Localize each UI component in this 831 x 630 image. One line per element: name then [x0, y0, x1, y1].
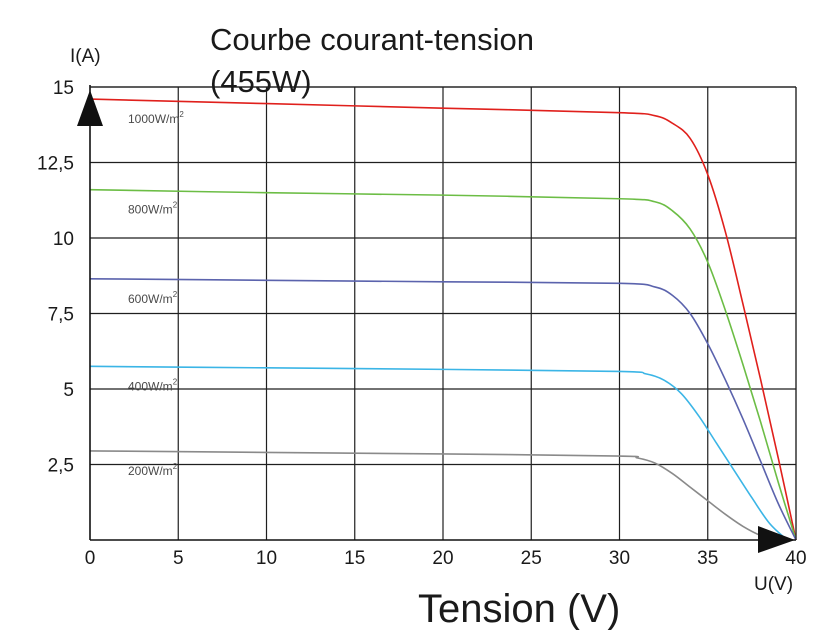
x-axis-label: Tension (V)	[418, 587, 620, 630]
curve-label-5: 200W/m2	[128, 462, 178, 478]
y-tick-label: 10	[53, 229, 74, 250]
y-tick-label: 5	[63, 380, 74, 401]
x-tick-label: 5	[173, 548, 184, 569]
x-tick-label: 20	[432, 548, 453, 569]
y-tick-label: 15	[53, 78, 74, 99]
x-tick-label: 0	[85, 548, 96, 569]
curve-label-4: 400W/m2	[128, 377, 178, 393]
curve-1	[89, 98, 797, 541]
x-axis-arrow-icon	[758, 526, 795, 553]
y-tick-label: 2,5	[48, 456, 74, 477]
chart-title-line-2: (455W)	[210, 64, 312, 99]
curve-5	[89, 450, 779, 541]
curve-label-2: 800W/m2	[128, 201, 178, 217]
x-tick-label: 15	[344, 548, 365, 569]
x-tick-label: 40	[785, 548, 806, 569]
curve-4	[89, 365, 788, 541]
tick-labels: 0 5 10 15 20 25 30 35 40 2,5 5 7,5 10 12,5 15	[37, 78, 807, 569]
curve-3	[89, 277, 797, 541]
x-tick-label: 35	[697, 548, 718, 569]
x-tick-label: 25	[521, 548, 542, 569]
curve-2	[89, 188, 797, 541]
curves	[89, 98, 797, 541]
y-tick-label: 12,5	[37, 154, 74, 175]
y-axis-name: I(A)	[70, 46, 101, 67]
curve-label-1: 1000W/m2	[128, 110, 184, 126]
x-axis-name: U(V)	[754, 574, 793, 595]
axes	[77, 85, 797, 553]
y-tick-label: 7,5	[48, 305, 74, 326]
x-tick-label: 10	[256, 548, 277, 569]
x-tick-label: 30	[609, 548, 630, 569]
chart-title-line-1: Courbe courant-tension	[210, 22, 534, 57]
y-axis-arrow-icon	[77, 90, 103, 126]
curve-label-3: 600W/m2	[128, 290, 178, 306]
curve-labels: 1000W/m2 800W/m2 600W/m2 400W/m2 200W/m2	[128, 110, 184, 478]
